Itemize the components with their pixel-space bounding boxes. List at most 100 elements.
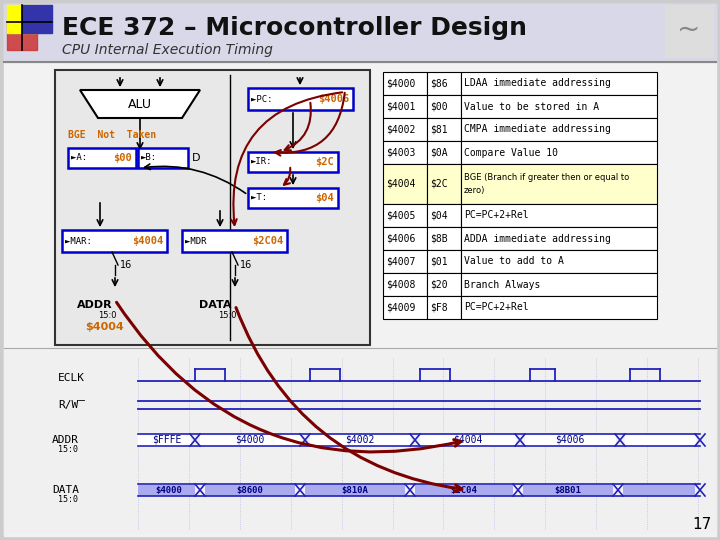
Bar (248, 152, 338, 172)
Text: ►A:: ►A: (71, 153, 92, 163)
Bar (138, 435, 190, 446)
Bar (461, 72, 657, 95)
Bar (55, 70, 370, 345)
Text: 15:0: 15:0 (58, 496, 78, 504)
Text: $4004: $4004 (132, 236, 163, 246)
Text: PC=PC+2+Rel: PC=PC+2+Rel (464, 211, 528, 220)
Bar (138, 485, 195, 496)
Bar (427, 164, 461, 204)
Bar (248, 88, 353, 110)
Bar (383, 227, 427, 250)
Text: $2C: $2C (315, 157, 334, 167)
Bar (383, 118, 427, 141)
Bar (427, 141, 461, 164)
Text: 16: 16 (120, 260, 132, 270)
Bar (383, 204, 427, 227)
Text: $4001: $4001 (386, 102, 415, 111)
Bar (383, 250, 427, 273)
Bar (200, 435, 300, 446)
Text: $2C04: $2C04 (252, 236, 283, 246)
Text: ECLK: ECLK (58, 373, 85, 383)
Text: $4006: $4006 (555, 435, 585, 445)
Bar (310, 435, 410, 446)
Bar (7, 5, 37, 33)
Bar (427, 250, 461, 273)
Text: $810A: $810A (341, 485, 369, 495)
Bar (427, 204, 461, 227)
Bar (461, 204, 657, 227)
Text: $8600: $8600 (237, 485, 264, 495)
Bar (420, 435, 515, 446)
Text: zero): zero) (464, 186, 485, 195)
Text: 15:0: 15:0 (217, 310, 236, 320)
Bar (461, 164, 657, 204)
Text: $4009: $4009 (386, 302, 415, 313)
Text: $4000: $4000 (156, 485, 182, 495)
Text: Value to be stored in A: Value to be stored in A (464, 102, 599, 111)
Polygon shape (80, 90, 200, 118)
Text: $4008: $4008 (386, 280, 415, 289)
Text: D: D (192, 153, 200, 163)
Text: $4002: $4002 (346, 435, 374, 445)
Text: BGE  Not  Taken: BGE Not Taken (68, 130, 156, 140)
Bar (383, 273, 427, 296)
Text: $2C: $2C (430, 179, 448, 189)
Text: $4005: $4005 (386, 211, 415, 220)
Text: $81: $81 (430, 125, 448, 134)
Bar (461, 250, 657, 273)
Text: 15:0: 15:0 (98, 310, 116, 320)
Bar (427, 118, 461, 141)
Bar (182, 230, 287, 252)
Bar (461, 95, 657, 118)
Bar (427, 95, 461, 118)
Text: CPU Internal Execution Timing: CPU Internal Execution Timing (62, 43, 273, 57)
Bar (62, 230, 167, 252)
Text: 17: 17 (693, 517, 712, 532)
Text: $F8: $F8 (430, 302, 448, 313)
Text: $04: $04 (430, 211, 448, 220)
Text: $04: $04 (315, 193, 334, 203)
Text: Value to add to A: Value to add to A (464, 256, 564, 267)
Text: $01: $01 (430, 256, 448, 267)
Text: $20: $20 (430, 280, 448, 289)
Text: $4007: $4007 (386, 256, 415, 267)
Text: ►MDR: ►MDR (185, 237, 212, 246)
Bar (248, 188, 338, 208)
Text: Compare Value 10: Compare Value 10 (464, 147, 558, 158)
Text: $4002: $4002 (386, 125, 415, 134)
Text: ALU: ALU (128, 98, 152, 111)
Bar (461, 296, 657, 319)
Bar (4, 4, 716, 62)
Text: DATA: DATA (52, 485, 79, 495)
Text: ►T:: ►T: (251, 193, 272, 202)
Bar (138, 148, 188, 168)
Text: ►MAR:: ►MAR: (65, 237, 97, 246)
Bar (523, 485, 613, 496)
Bar (68, 148, 136, 168)
Text: ►PC:: ►PC: (251, 94, 278, 104)
Bar (461, 273, 657, 296)
Bar (427, 296, 461, 319)
Bar (525, 435, 615, 446)
Text: 15:0: 15:0 (58, 446, 78, 455)
Text: $8B: $8B (430, 233, 448, 244)
Text: PC=PC+2+Rel: PC=PC+2+Rel (464, 302, 528, 313)
Text: $2C04: $2C04 (451, 485, 477, 495)
Bar (427, 227, 461, 250)
Text: $0A: $0A (430, 147, 448, 158)
Text: $4004: $4004 (453, 435, 482, 445)
Text: 16: 16 (240, 260, 252, 270)
Bar (383, 141, 427, 164)
Bar (305, 485, 405, 496)
Bar (7, 22, 37, 50)
Text: $4003: $4003 (386, 147, 415, 158)
Text: $8B01: $8B01 (554, 485, 582, 495)
Bar (461, 141, 657, 164)
Text: ►B:: ►B: (141, 153, 157, 163)
Text: $4004: $4004 (386, 179, 415, 189)
Text: ADDA immediate addressing: ADDA immediate addressing (464, 233, 611, 244)
Text: R/W̅: R/W̅ (58, 400, 85, 410)
Text: ►IR:: ►IR: (251, 158, 272, 166)
Bar (4, 348, 716, 533)
Text: $00: $00 (430, 102, 448, 111)
